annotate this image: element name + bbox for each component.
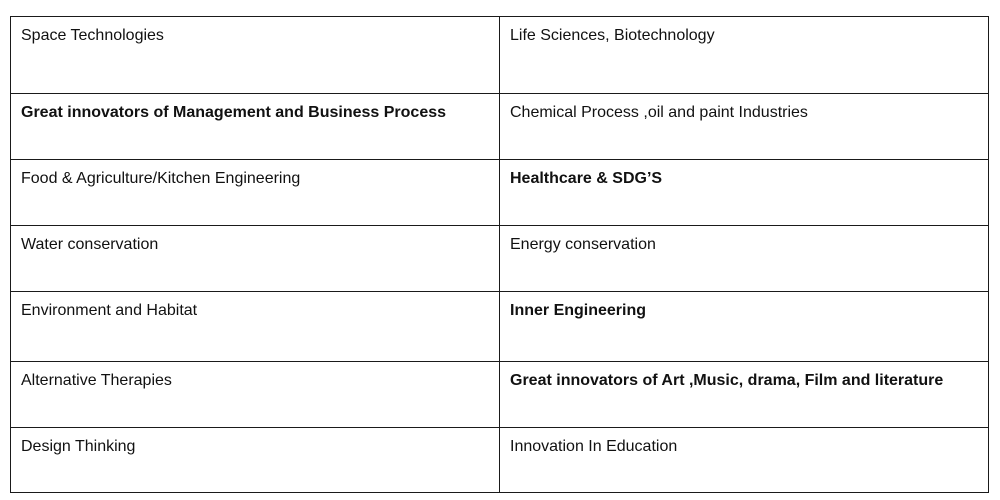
table-row: Alternative Therapies Great innovators o… — [10, 361, 989, 428]
table-cell-right: Chemical Process ,oil and paint Industri… — [499, 93, 989, 160]
topics-table: Space Technologies Life Sciences, Biotec… — [10, 16, 989, 493]
table-cell-right: Healthcare & SDG’S — [499, 159, 989, 226]
table-row: Environment and Habitat Inner Engineerin… — [10, 291, 989, 362]
table-row: Design Thinking Innovation In Education — [10, 427, 989, 493]
table-cell-right: Energy conservation — [499, 225, 989, 292]
table-cell-left: Alternative Therapies — [10, 361, 500, 428]
table-row: Space Technologies Life Sciences, Biotec… — [10, 16, 989, 94]
table-cell-right: Great innovators of Art ,Music, drama, F… — [499, 361, 989, 428]
table-cell-right: Inner Engineering — [499, 291, 989, 362]
table-row: Food & Agriculture/Kitchen Engineering H… — [10, 159, 989, 226]
table-cell-left: Design Thinking — [10, 427, 500, 493]
table-row: Water conservation Energy conservation — [10, 225, 989, 292]
table-cell-left: Water conservation — [10, 225, 500, 292]
table-cell-right: Life Sciences, Biotechnology — [499, 16, 989, 94]
table-cell-right: Innovation In Education — [499, 427, 989, 493]
table-cell-left: Space Technologies — [10, 16, 500, 94]
table-cell-left: Great innovators of Management and Busin… — [10, 93, 500, 160]
table-row: Great innovators of Management and Busin… — [10, 93, 989, 160]
table-cell-left: Food & Agriculture/Kitchen Engineering — [10, 159, 500, 226]
table-cell-left: Environment and Habitat — [10, 291, 500, 362]
